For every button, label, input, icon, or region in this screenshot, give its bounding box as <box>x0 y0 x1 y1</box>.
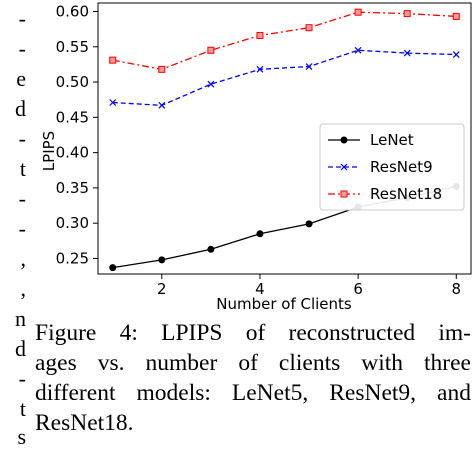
fragment-char: - <box>18 126 26 151</box>
data-point <box>340 190 348 198</box>
data-point <box>452 51 460 58</box>
fragment-char: , <box>20 276 27 301</box>
data-point <box>403 49 411 57</box>
plot-frame <box>97 2 472 275</box>
data-point <box>305 63 313 70</box>
data-point <box>452 12 460 20</box>
data-point <box>207 46 215 54</box>
fragment-char: - <box>18 36 26 61</box>
data-point <box>340 136 348 144</box>
data-point <box>256 65 264 73</box>
y-tick-label: 0.30 <box>56 214 89 232</box>
data-point <box>305 24 313 32</box>
legend-label: ResNet9 <box>370 158 433 176</box>
data-point <box>354 8 362 16</box>
series-line <box>112 49 457 106</box>
x-tick-label: 2 <box>157 280 167 298</box>
data-point <box>256 31 264 39</box>
x-tick-label: 6 <box>353 280 363 298</box>
data-point <box>109 264 117 272</box>
series-resnet9 <box>109 46 460 109</box>
data-point <box>207 245 215 253</box>
data-point <box>340 163 348 171</box>
series-resnet18 <box>109 8 460 73</box>
legend-box <box>319 123 465 211</box>
data-point <box>109 99 117 106</box>
fragment-char: e <box>16 66 26 91</box>
data-point <box>256 230 264 238</box>
x-axis-label: Number of Clients <box>216 295 352 313</box>
fragment-char: , <box>20 246 27 271</box>
y-axis-label: LPIPS <box>40 131 58 171</box>
data-point <box>354 46 362 54</box>
caption-line: ages vs. number of clients with three <box>35 350 471 376</box>
series-line <box>112 11 457 71</box>
x-tick-label: 8 <box>452 280 462 298</box>
data-point <box>305 220 313 228</box>
lpips-line-chart: 2 4 6 8 0.25 0.30 0.35 0.40 0.45 0.50 0.55 0.60 LeN… <box>40 2 472 313</box>
fragment-char: d <box>15 336 26 361</box>
y-tick-label: 0.50 <box>56 73 89 91</box>
legend-entry: LeNet <box>328 131 414 149</box>
y-tick-label: 0.60 <box>56 2 89 20</box>
y-tick-label: 0.45 <box>56 108 89 126</box>
legend-entry: ResNet9 <box>328 158 433 176</box>
figure-caption: Figure 4: LPIPS of reconstructed im-ages… <box>35 318 471 438</box>
fragment-char: - <box>18 6 26 31</box>
fragment-char: n <box>15 306 26 331</box>
fragment-char: - <box>18 366 26 391</box>
data-point <box>158 256 166 264</box>
y-tick-label: 0.55 <box>56 38 89 56</box>
data-point <box>158 101 166 109</box>
y-tick-label: 0.25 <box>56 249 89 267</box>
data-point <box>158 65 166 73</box>
data-point <box>109 56 117 64</box>
y-tick-label: 0.40 <box>56 144 89 162</box>
fragment-char: s <box>17 424 26 449</box>
legend-entry: ResNet18 <box>328 185 442 203</box>
data-point <box>207 80 215 88</box>
fragment-char: d <box>15 96 26 121</box>
legend-label: ResNet18 <box>370 185 442 203</box>
fragment-char: t <box>19 156 26 181</box>
caption-line: different models: LeNet5, ResNet9, and <box>35 380 471 406</box>
fragment-char: t <box>19 396 26 421</box>
fragment-char: - <box>18 216 26 241</box>
caption-line: ResNet18. <box>35 410 134 436</box>
x-tick-label: 4 <box>255 280 265 298</box>
caption-line: Figure 4: LPIPS of reconstructed im- <box>35 320 471 346</box>
y-tick-label: 0.35 <box>56 179 89 197</box>
fragment-char: - <box>18 186 26 211</box>
legend-label: LeNet <box>370 131 414 149</box>
data-point <box>403 10 411 18</box>
